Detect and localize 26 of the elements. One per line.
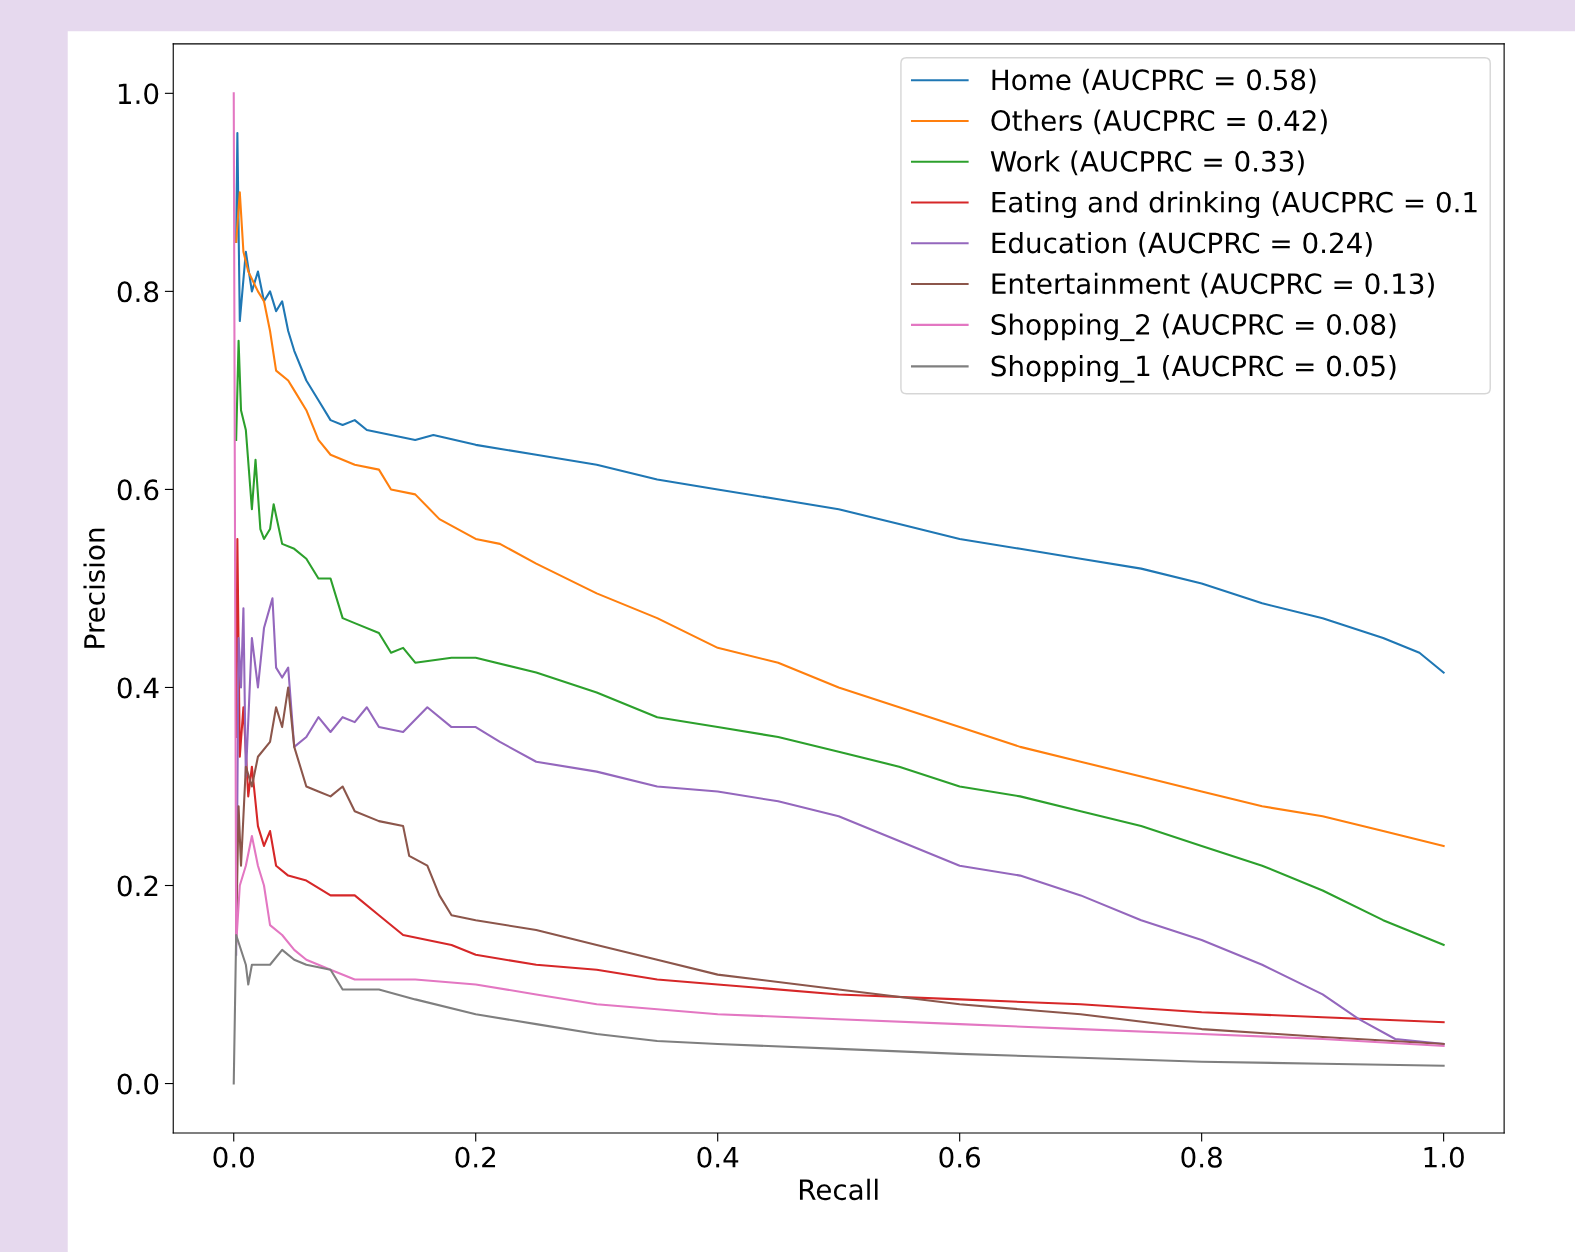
line-series [235, 537, 1445, 1024]
legend-label: Entertainment (AUCPRC = 0.13) [992, 272, 1434, 298]
legend-label: Work (AUCPRC = 0.33) [990, 150, 1304, 176]
x-tick-label: 1.0 [1424, 1146, 1464, 1168]
y-tick-label: 0.2 [117, 875, 158, 897]
y-tick-label: 0.0 [117, 1073, 159, 1095]
line-series [235, 686, 1445, 1045]
y-tick-label: 0.6 [117, 479, 159, 501]
y-tick-label: 0.4 [117, 677, 159, 699]
x-tick-label: 0.6 [939, 1146, 981, 1168]
x-tick-label: 0.2 [455, 1146, 496, 1168]
y-tick-label: 0.8 [117, 281, 159, 303]
line-series [235, 339, 1445, 946]
legend-label: Shopping_2 (AUCPRC = 0.08) [991, 313, 1396, 342]
x-tick-label: 0.4 [697, 1146, 739, 1168]
legend-label: Others (AUCPRC = 0.42) [991, 109, 1327, 135]
x-tick-label: 0.8 [1181, 1146, 1222, 1168]
legend-label: Home (AUCPRC = 0.58) [992, 68, 1316, 94]
legend-label: Education (AUCPRC = 0.24) [992, 231, 1372, 257]
x-tick-label: 0.0 [213, 1146, 254, 1168]
x-axis-title: Recall [799, 1178, 878, 1201]
line-series [232, 933, 1445, 1085]
legend-label: Shopping_1 (AUCPRC = 0.05) [991, 355, 1396, 383]
y-tick-label: 1.0 [118, 83, 159, 105]
legend-label: Eating and drinking (AUCPRC = 0.1 [992, 191, 1477, 219]
y-axis-title: Precision [83, 528, 105, 648]
